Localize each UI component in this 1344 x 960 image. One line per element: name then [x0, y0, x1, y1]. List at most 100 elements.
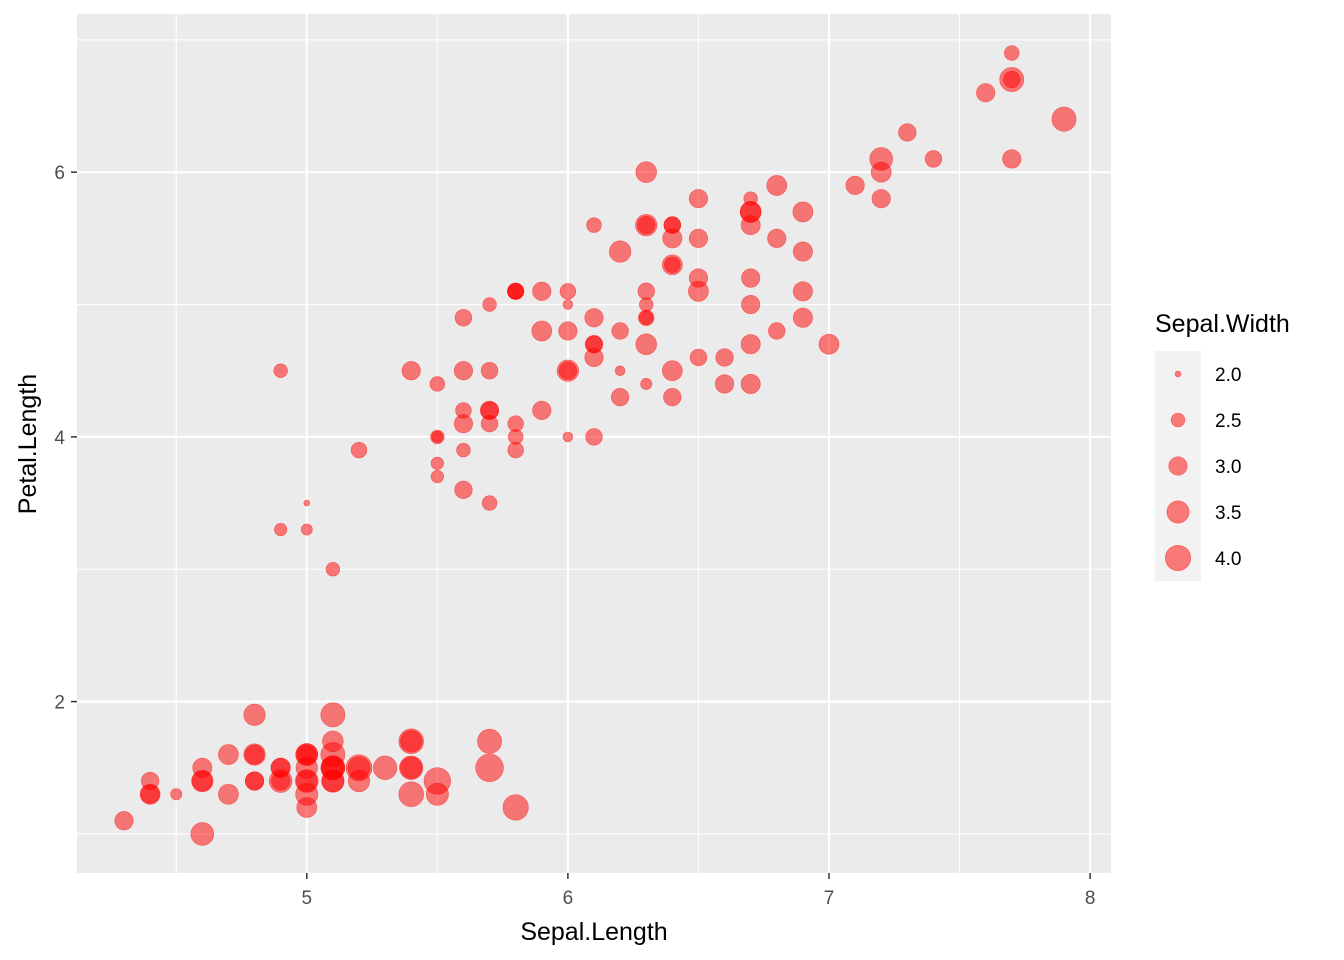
data-point: [320, 742, 346, 767]
data-point: [274, 522, 288, 537]
data-point: [295, 743, 319, 766]
legend-keys: 2.0 2.5 3.0 3.5 4.0: [1164, 365, 1241, 572]
data-point: [456, 442, 471, 458]
data-point: [635, 161, 657, 183]
data-point: [562, 299, 574, 310]
legend-label: 3.0: [1215, 457, 1241, 478]
data-point: [610, 388, 630, 407]
data-point: [300, 523, 313, 536]
data-point: [190, 822, 215, 846]
data-point: [425, 782, 449, 806]
data-point: [562, 431, 574, 443]
data-point: [114, 811, 134, 831]
data-point: [556, 359, 579, 382]
data-point: [303, 499, 311, 507]
data-point: [531, 320, 553, 342]
data-point: [454, 480, 473, 499]
data-point: [480, 362, 499, 380]
data-point: [792, 241, 813, 262]
x-axis-ticks: 5 6 7 8: [301, 873, 1095, 909]
data-point: [191, 770, 213, 792]
data-point: [454, 309, 473, 327]
data-point: [741, 268, 761, 288]
data-point: [481, 495, 498, 511]
data-point: [870, 161, 892, 183]
data-point: [325, 562, 341, 577]
data-point: [688, 189, 709, 209]
x-tick-label: 5: [301, 888, 312, 909]
data-point: [430, 429, 445, 445]
data-point: [661, 360, 683, 382]
legend-key: [1166, 500, 1190, 524]
data-point: [637, 282, 655, 300]
data-point: [1002, 149, 1022, 169]
data-point: [429, 376, 446, 392]
data-point: [792, 201, 814, 223]
data-point: [584, 347, 604, 368]
data-point: [559, 283, 577, 300]
data-point: [453, 361, 474, 381]
data-point: [766, 175, 788, 196]
data-point: [430, 469, 444, 484]
data-point: [532, 281, 552, 301]
data-point: [792, 307, 813, 328]
data-point: [638, 309, 655, 326]
data-point: [924, 150, 943, 168]
data-point: [398, 781, 424, 807]
data-point: [244, 771, 265, 791]
data-point: [740, 334, 761, 355]
data-point: [768, 322, 786, 340]
y-tick-label: 6: [54, 163, 65, 184]
data-point: [482, 297, 497, 312]
data-point: [635, 333, 657, 355]
data-point: [688, 228, 709, 248]
data-point: [715, 348, 734, 367]
data-point: [661, 254, 683, 276]
data-point: [218, 783, 239, 805]
data-point: [635, 214, 658, 237]
legend-key: [1164, 544, 1192, 572]
data-point: [1004, 45, 1020, 61]
data-point: [584, 308, 604, 328]
data-point: [689, 348, 708, 367]
legend-label: 4.0: [1215, 549, 1241, 570]
data-point: [714, 374, 735, 394]
x-tick-label: 7: [824, 888, 835, 909]
legend-label: 3.5: [1215, 503, 1241, 524]
data-point: [558, 321, 578, 341]
data-point: [586, 217, 602, 233]
data-point: [401, 361, 421, 381]
data-point: [532, 400, 552, 420]
data-point: [614, 365, 626, 376]
legend-key: [1168, 456, 1188, 476]
data-points: [114, 45, 1077, 846]
y-axis-title: Petal.Length: [14, 374, 42, 514]
data-point: [792, 281, 813, 302]
x-tick-label: 6: [563, 888, 574, 909]
data-point: [640, 377, 653, 390]
data-point: [430, 456, 444, 470]
data-point: [845, 175, 865, 195]
data-point: [273, 363, 288, 378]
y-tick-label: 2: [54, 693, 65, 714]
data-point: [400, 756, 423, 779]
data-point: [400, 730, 423, 753]
legend-label: 2.5: [1215, 411, 1241, 432]
data-point: [502, 794, 529, 821]
data-point: [244, 744, 265, 765]
legend-label: 2.0: [1215, 365, 1241, 386]
data-point: [320, 702, 346, 728]
legend: Sepal.Width 2.0 2.5 3.0 3.5 4.0: [1155, 310, 1290, 581]
data-point: [611, 322, 629, 340]
data-point: [639, 297, 654, 312]
data-point: [507, 429, 524, 445]
data-point: [688, 268, 709, 288]
data-point: [296, 770, 318, 792]
data-point: [1051, 106, 1077, 132]
data-point: [170, 788, 183, 801]
data-point: [373, 755, 398, 780]
data-point: [1003, 70, 1021, 89]
data-point: [345, 754, 373, 782]
legend-title: Sepal.Width: [1155, 310, 1290, 338]
